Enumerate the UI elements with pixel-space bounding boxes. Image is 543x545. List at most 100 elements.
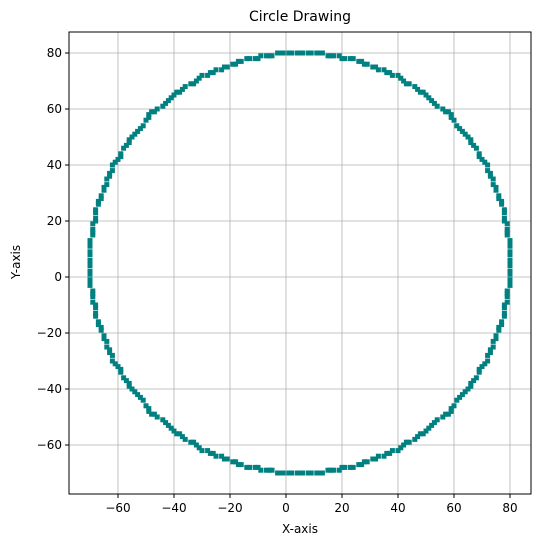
data-point [154,106,160,112]
data-point [373,456,379,462]
x-tick-label: −20 [217,501,242,515]
data-point [468,383,474,389]
data-point [473,145,479,151]
data-point [137,394,143,400]
data-point [493,333,499,339]
data-point [151,411,157,417]
data-point [339,56,345,62]
data-point [193,78,199,84]
data-point [188,439,194,445]
data-point [426,425,432,431]
data-point [93,305,99,311]
data-point [126,383,132,389]
data-point [171,92,177,98]
data-point [440,414,446,420]
data-point [182,84,188,90]
data-point [381,453,387,459]
data-point [135,128,141,134]
data-point [485,162,491,168]
data-point [177,431,183,437]
data-point [87,277,93,283]
data-point [87,249,93,255]
data-point [507,243,513,249]
data-point [471,142,477,148]
data-point [112,361,118,367]
data-point [98,196,104,202]
data-point [205,448,211,454]
data-point [87,252,93,258]
data-point [118,154,124,160]
data-point [468,380,474,386]
grid [69,32,531,494]
data-point [93,218,99,224]
data-point [476,366,482,372]
data-point [87,282,93,288]
data-point [471,378,477,384]
data-point [238,58,244,64]
data-point [493,336,499,342]
data-point [177,89,183,95]
data-point [121,375,127,381]
data-point [490,176,496,182]
data-point [168,95,174,101]
data-point [406,439,412,445]
data-point [364,459,370,465]
x-tick-label: 60 [446,501,461,515]
data-point [115,156,121,162]
data-point [87,263,93,269]
data-point [370,64,376,70]
data-point [132,131,138,137]
data-point [129,386,135,392]
data-point [224,456,230,462]
data-point [269,53,275,59]
data-point [457,394,463,400]
data-point [384,450,390,456]
data-point [445,109,451,115]
data-point [499,198,505,204]
data-point [163,100,169,106]
data-point [188,81,194,87]
data-point [490,344,496,350]
data-point [219,67,225,73]
data-point [501,313,507,319]
data-point [224,64,230,70]
data-point [347,56,353,62]
data-point [126,137,132,143]
data-point [95,319,101,325]
data-point [277,50,283,56]
data-point [305,470,311,476]
data-point [420,89,426,95]
data-point [213,453,219,459]
data-point [233,459,239,465]
data-point [373,64,379,70]
data-point [191,439,197,445]
data-point [496,324,502,330]
data-point [244,56,250,62]
data-point [300,470,306,476]
data-point [499,319,505,325]
data-point [387,450,393,456]
data-point [412,84,418,90]
data-point [342,56,348,62]
data-point [504,229,510,235]
data-point [219,453,225,459]
data-point [205,72,211,78]
data-point [107,347,113,353]
data-point [331,467,337,473]
data-point [87,240,93,246]
data-point [317,470,323,476]
data-point [401,78,407,84]
data-point [375,453,381,459]
data-point [485,168,491,174]
data-point [109,162,115,168]
data-point [104,344,110,350]
data-point [420,431,426,437]
data-point [356,462,362,468]
data-point [160,417,166,423]
data-point [504,299,510,305]
data-point [171,428,177,434]
data-point [233,61,239,67]
data-point [146,114,152,120]
data-point [328,467,334,473]
data-point [275,470,281,476]
